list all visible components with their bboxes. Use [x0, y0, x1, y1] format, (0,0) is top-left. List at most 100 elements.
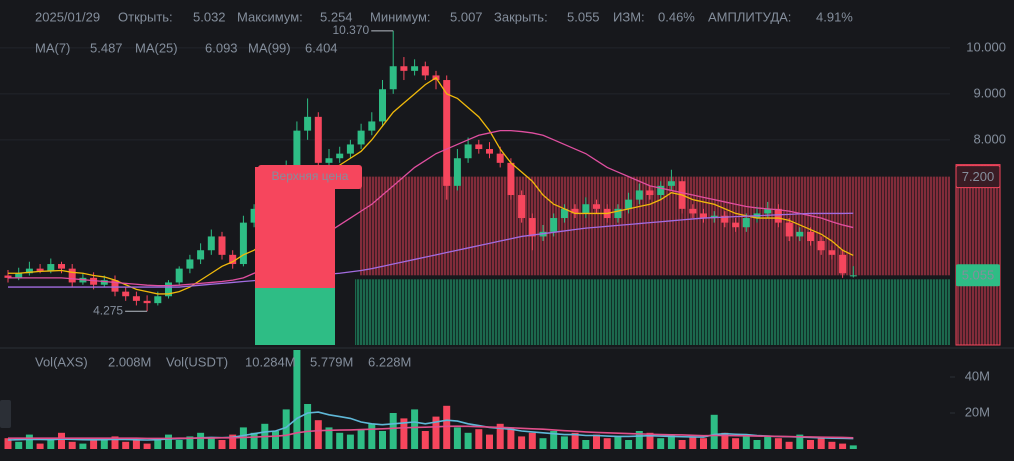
ohlc-value: 5.007: [450, 9, 483, 24]
volume-bar: [90, 438, 98, 449]
volume-bar: [528, 432, 536, 449]
volume-bar: [282, 409, 290, 449]
candle-body: [143, 300, 151, 304]
current-price-box: [956, 264, 1000, 287]
candle-body: [571, 208, 579, 214]
volume-bar: [411, 409, 419, 449]
volume-bar: [165, 434, 172, 449]
candle-body: [197, 250, 205, 260]
volume-bar: [389, 413, 397, 449]
candle-body: [742, 218, 750, 228]
volume-bar: [486, 434, 493, 449]
candle-body: [336, 153, 344, 159]
annotation-label: 4.275: [93, 303, 123, 317]
annotation-label: 10.370: [332, 23, 369, 37]
scroll-button[interactable]: [0, 400, 11, 428]
candle-body: [100, 280, 108, 285]
volume-bar: [314, 420, 322, 449]
volume-bar: [25, 434, 33, 449]
volume-bar: [421, 431, 429, 449]
candle-body: [4, 275, 12, 278]
ohlc-label: Максимум:: [237, 9, 303, 24]
candle-body: [411, 66, 419, 71]
candle-body: [614, 208, 622, 219]
candle-body: [379, 89, 386, 122]
volume-bar: [143, 443, 151, 449]
volume-bar: [785, 441, 793, 449]
volume-bar: [550, 431, 558, 449]
candle-body: [154, 296, 162, 304]
y-tick-label: 20M: [965, 404, 990, 419]
candle-body: [122, 291, 130, 297]
candle-body: [314, 116, 322, 163]
volume-bar: [154, 438, 162, 449]
candle-body: [464, 144, 472, 159]
ma-line: [8, 129, 854, 287]
candle-body: [582, 204, 590, 214]
candle-body: [186, 259, 194, 269]
volume-bar: [507, 427, 515, 449]
volume-bar: [207, 438, 215, 449]
candle-body: [229, 254, 237, 265]
candle-body: [593, 204, 600, 209]
ohlc-label: Открыть:: [118, 9, 173, 24]
candle-body: [700, 213, 707, 219]
candle-body: [293, 130, 301, 168]
volume-legend: 5.779M: [310, 354, 353, 369]
ma-line: [8, 212, 854, 288]
candle-body: [710, 215, 718, 219]
volume-bar: [218, 440, 226, 449]
volume-bar: [796, 434, 804, 449]
candle-body: [47, 264, 55, 271]
candle-body: [667, 181, 675, 186]
legend-value: 6.404: [305, 40, 338, 55]
tool-lower-block: [255, 288, 335, 345]
tooltip-label: Верхняя цена: [272, 169, 349, 183]
candle-body: [849, 275, 857, 277]
lower-zone: [355, 279, 950, 345]
candle-body: [657, 185, 665, 196]
volume-bar: [368, 423, 376, 449]
volume-bar: [539, 438, 547, 449]
volume-bar: [625, 440, 633, 449]
y-tick-label: 10.000: [966, 39, 1006, 54]
candle-body: [132, 296, 140, 301]
volume-bar: [357, 429, 365, 449]
candle-body: [796, 231, 804, 237]
volume-bar: [764, 436, 772, 449]
candle-body: [507, 162, 515, 196]
candle-body: [689, 208, 697, 214]
volume-bar: [635, 431, 643, 449]
candle-body: [839, 254, 847, 274]
volume-bar: [710, 414, 718, 449]
candle-body: [560, 208, 568, 219]
volume-bar: [689, 436, 697, 449]
volume-bar: [122, 441, 130, 449]
volume-bar: [603, 438, 611, 449]
candle-body: [325, 158, 333, 163]
current-price-label: 5.055: [962, 268, 995, 283]
candle-body: [400, 66, 408, 71]
volume-legend: 2.008M: [108, 354, 151, 369]
date: 2025/01/29: [35, 9, 100, 24]
candle-body: [25, 268, 33, 274]
volume-bar: [518, 436, 526, 449]
volume-bar: [229, 434, 237, 449]
volume-bar: [47, 440, 55, 449]
volume-bar: [58, 432, 65, 449]
volume-bar: [346, 434, 354, 449]
volume-bar: [111, 436, 119, 449]
volume-legend: Vol(AXS): [35, 354, 88, 369]
candle-body: [175, 268, 183, 283]
candle-body: [90, 277, 98, 285]
candle-body: [239, 222, 247, 265]
legend-value: 5.487: [90, 40, 123, 55]
volume-bar: [817, 438, 825, 449]
volume-bar: [4, 438, 12, 449]
volume-bar: [742, 434, 750, 449]
volume-bar: [614, 436, 622, 449]
volume-bar: [197, 432, 205, 449]
volume-bar: [571, 432, 579, 449]
scale-upper-zone: [955, 164, 1001, 346]
volume-bar: [132, 440, 140, 449]
